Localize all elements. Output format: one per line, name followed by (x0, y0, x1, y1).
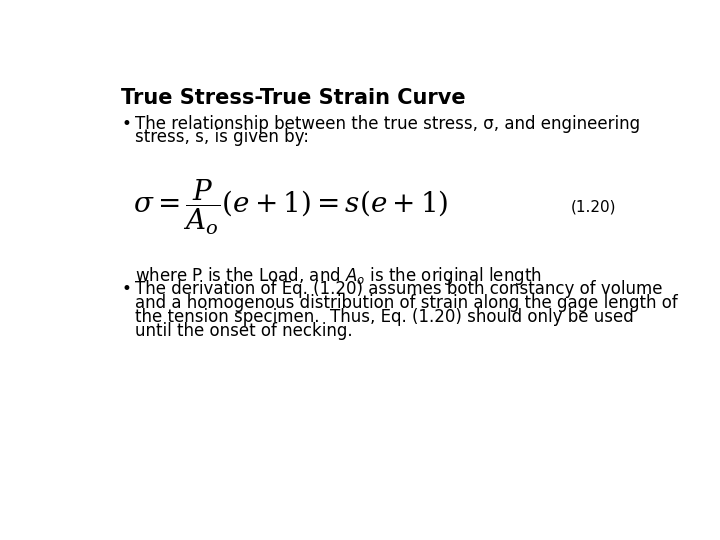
Text: True Stress-True Strain Curve: True Stress-True Strain Curve (121, 88, 466, 108)
Text: •: • (121, 280, 131, 299)
Text: and a homogenous distribution of strain along the gage length of: and a homogenous distribution of strain … (135, 294, 678, 312)
Text: the tension specimen.  Thus, Eq. (1.20) should only be used: the tension specimen. Thus, Eq. (1.20) s… (135, 308, 634, 326)
Text: where P is the Load, and $A_o$ is the original length: where P is the Load, and $A_o$ is the or… (135, 265, 542, 287)
Text: The relationship between the true stress, σ, and engineering: The relationship between the true stress… (135, 115, 640, 133)
Text: stress, s, is given by:: stress, s, is given by: (135, 128, 309, 146)
Text: $\sigma = \dfrac{P}{A_o}(e+1) = s(e+1)$: $\sigma = \dfrac{P}{A_o}(e+1) = s(e+1)$ (132, 178, 448, 237)
Text: until the onset of necking.: until the onset of necking. (135, 322, 353, 340)
Text: •: • (121, 115, 131, 133)
Text: (1.20): (1.20) (570, 200, 616, 215)
Text: The derivation of Eq. (1.20) assumes both constancy of volume: The derivation of Eq. (1.20) assumes bot… (135, 280, 662, 299)
